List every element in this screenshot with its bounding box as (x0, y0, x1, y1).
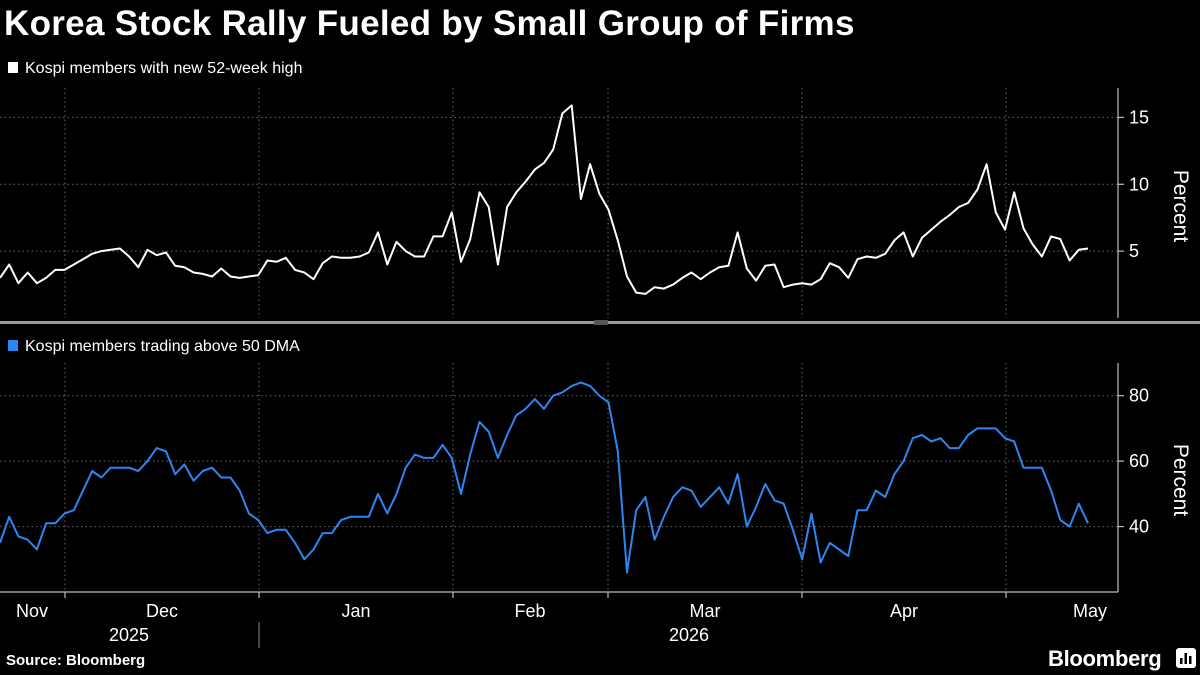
panel-divider-handle (594, 320, 608, 325)
x-tick-label-year: 2026 (669, 625, 709, 645)
legend-swatch-above-50-dma (8, 340, 18, 351)
x-axis: Nov Dec Jan Feb Mar Apr May 2025 2026 (0, 591, 1118, 648)
x-tick-label-month: Mar (690, 601, 721, 621)
x-tick-label-month: Nov (16, 601, 48, 621)
y-tick-label: 15 (1129, 107, 1149, 127)
panel-52-week-high: Kospi members with new 52-week high 5 10 1… (0, 60, 1192, 318)
x-tick-label-month: May (1073, 601, 1107, 621)
y-tick-label: 5 (1129, 241, 1139, 261)
chart-title: Korea Stock Rally Fueled by Small Group … (4, 4, 855, 43)
y-axis-title-top: Percent (1169, 170, 1192, 243)
x-tick-label-month: Dec (146, 601, 178, 621)
x-tick-label-month: Feb (514, 601, 545, 621)
panel-above-50-dma: Kospi members trading above 50 DMA 40 60 8… (0, 338, 1192, 592)
y-tick-label: 40 (1129, 517, 1149, 537)
bloomberg-logo: Bloomberg (1048, 646, 1162, 671)
x-tick-label-month: Apr (890, 601, 918, 621)
y-tick-label: 60 (1129, 451, 1149, 471)
x-tick-label-year: 2025 (109, 625, 149, 645)
y-tick-label: 80 (1129, 386, 1149, 406)
y-tick-label: 10 (1129, 174, 1149, 194)
source-note: Source: Bloomberg (6, 652, 146, 669)
y-axis-title-bottom: Percent (1169, 444, 1192, 517)
legend-label-52-week-high: Kospi members with new 52-week high (25, 60, 302, 77)
bloomberg-chart-icon (1176, 648, 1196, 668)
legend-swatch-52-week-high (8, 62, 18, 73)
series-line (0, 104, 1089, 295)
legend-label-above-50-dma: Kospi members trading above 50 DMA (25, 338, 300, 355)
series-line (0, 381, 1089, 574)
x-tick-label-month: Jan (341, 601, 370, 621)
